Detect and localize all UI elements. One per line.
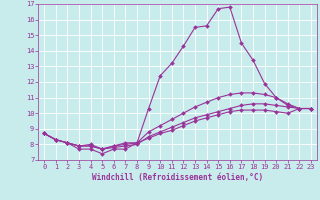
X-axis label: Windchill (Refroidissement éolien,°C): Windchill (Refroidissement éolien,°C)	[92, 173, 263, 182]
